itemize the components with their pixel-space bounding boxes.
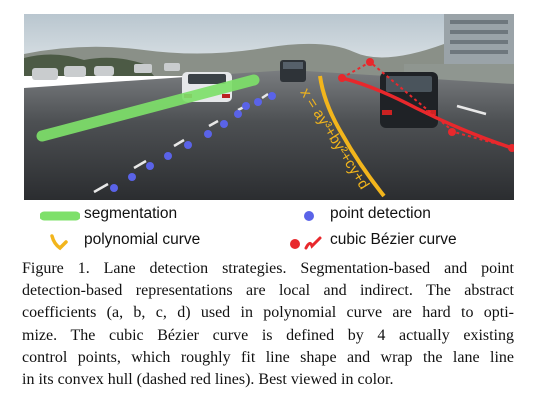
segmentation-legend-icon [40,211,80,221]
legend-segmentation: segmentation [84,205,178,222]
lane-dashes [93,92,487,194]
caption-line: in its convex hull (dashed red lines). B… [22,371,394,389]
dark-car-right [380,72,438,128]
caption-line: Figure 1. Lane detection strategies. Seg… [22,260,514,277]
legend-polynomial: polynomial curve [84,231,201,248]
road [24,70,514,200]
figure-caption: Figure 1. Lane detection strategies. Seg… [22,258,514,391]
segmentation-mark [36,74,260,142]
point-detection-legend-icon [304,211,314,221]
polynomial-curve [318,75,386,198]
building-window-band [450,40,508,44]
point-detection-marks [110,92,276,192]
road-scene-figure: x = ay³+by²+cy+d [24,14,514,200]
distant-cars [32,63,180,80]
building-window-band [450,50,508,54]
building-window-band [450,30,508,34]
bezier-curve [341,76,513,150]
building-window-band [450,20,508,24]
legend-point-detection: point detection [330,205,431,222]
caption-line: mize. The cubic Bézier curve is defined … [22,326,514,344]
caption-line: control points, which roughly fit line s… [22,348,514,366]
polynomial-legend-icon [50,234,68,251]
caption-line: coefficients (a, b, c, d) used in polyno… [22,304,514,322]
bezier-hull [341,60,513,149]
bezier-control-points [338,58,514,152]
dark-car-far [280,60,306,82]
legend-bezier: cubic Bézier curve [330,231,457,248]
caption-line: detection-based representations are loca… [22,282,514,300]
bezier-legend-icon [290,236,322,250]
